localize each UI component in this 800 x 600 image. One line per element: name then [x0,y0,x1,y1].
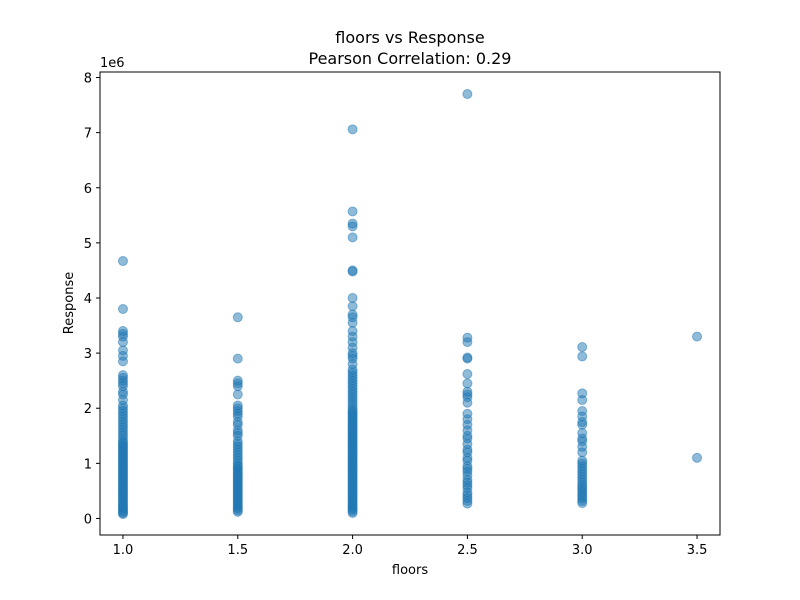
y-tick-label: 1 [84,457,92,472]
scatter-point [462,386,473,397]
scatter-point [692,452,703,463]
plot-frame [99,71,721,536]
x-tick-label: 1.0 [113,543,134,558]
scatter-point [462,332,473,343]
y-tick-label: 6 [84,182,92,197]
scatter-point [577,388,588,399]
scatter-point [117,256,128,267]
y-tick-label: 4 [84,292,92,307]
x-tick-label: 3.5 [687,543,708,558]
scatter-point [347,124,358,135]
scatter-point [577,351,588,362]
x-tick-label: 2.5 [457,543,478,558]
y-tick-label: 0 [84,512,92,527]
y-axis-label: Response [62,272,77,334]
scatter-point [462,369,473,380]
scatter-point [117,345,128,356]
y-tick-label: 2 [84,402,92,417]
scatter-points [117,89,703,520]
y-tick-label: 3 [84,347,92,362]
scatter-point [462,352,473,363]
y-tick-label: 7 [84,127,92,142]
y-axis-ticks: 0 1 2 3 4 5 6 7 8 [84,72,100,527]
scatter-point [692,331,703,342]
scatter-point [347,309,358,320]
x-axis-ticks: 1.0 1.5 2.0 2.5 3.0 3.5 [113,535,708,558]
scatter-point [232,353,243,364]
scatter-point [577,455,588,466]
scatter-point [462,89,473,100]
scatter-point [117,304,128,315]
x-tick-label: 2.0 [342,543,363,558]
chart-subtitle: Pearson Correlation: 0.29 [309,49,512,68]
scatter-point [347,206,358,217]
scatter-point [577,428,588,439]
scatter-point [347,218,358,229]
scatter-point [117,326,128,337]
scatter-point [347,265,358,276]
y-axis-offset-label: 1e6 [100,56,125,71]
x-tick-label: 1.5 [227,543,248,558]
scatter-point [577,342,588,353]
scatter-point [462,378,473,389]
chart-title: floors vs Response [335,28,484,47]
scatter-point [347,292,358,303]
scatter-point [232,312,243,323]
y-tick-label: 5 [84,237,92,252]
scatter-point [462,408,473,419]
scatter-point [347,326,358,337]
scatter-point [577,405,588,416]
scatter-point [232,389,243,400]
scatter-point [347,301,358,312]
x-axis-label: floors [392,563,428,578]
scatter-point [117,370,128,381]
scatter-point [232,400,243,411]
scatter-point [347,232,358,243]
scatter-point [232,375,243,386]
y-tick-label: 8 [84,72,92,87]
x-tick-label: 3.0 [572,543,593,558]
